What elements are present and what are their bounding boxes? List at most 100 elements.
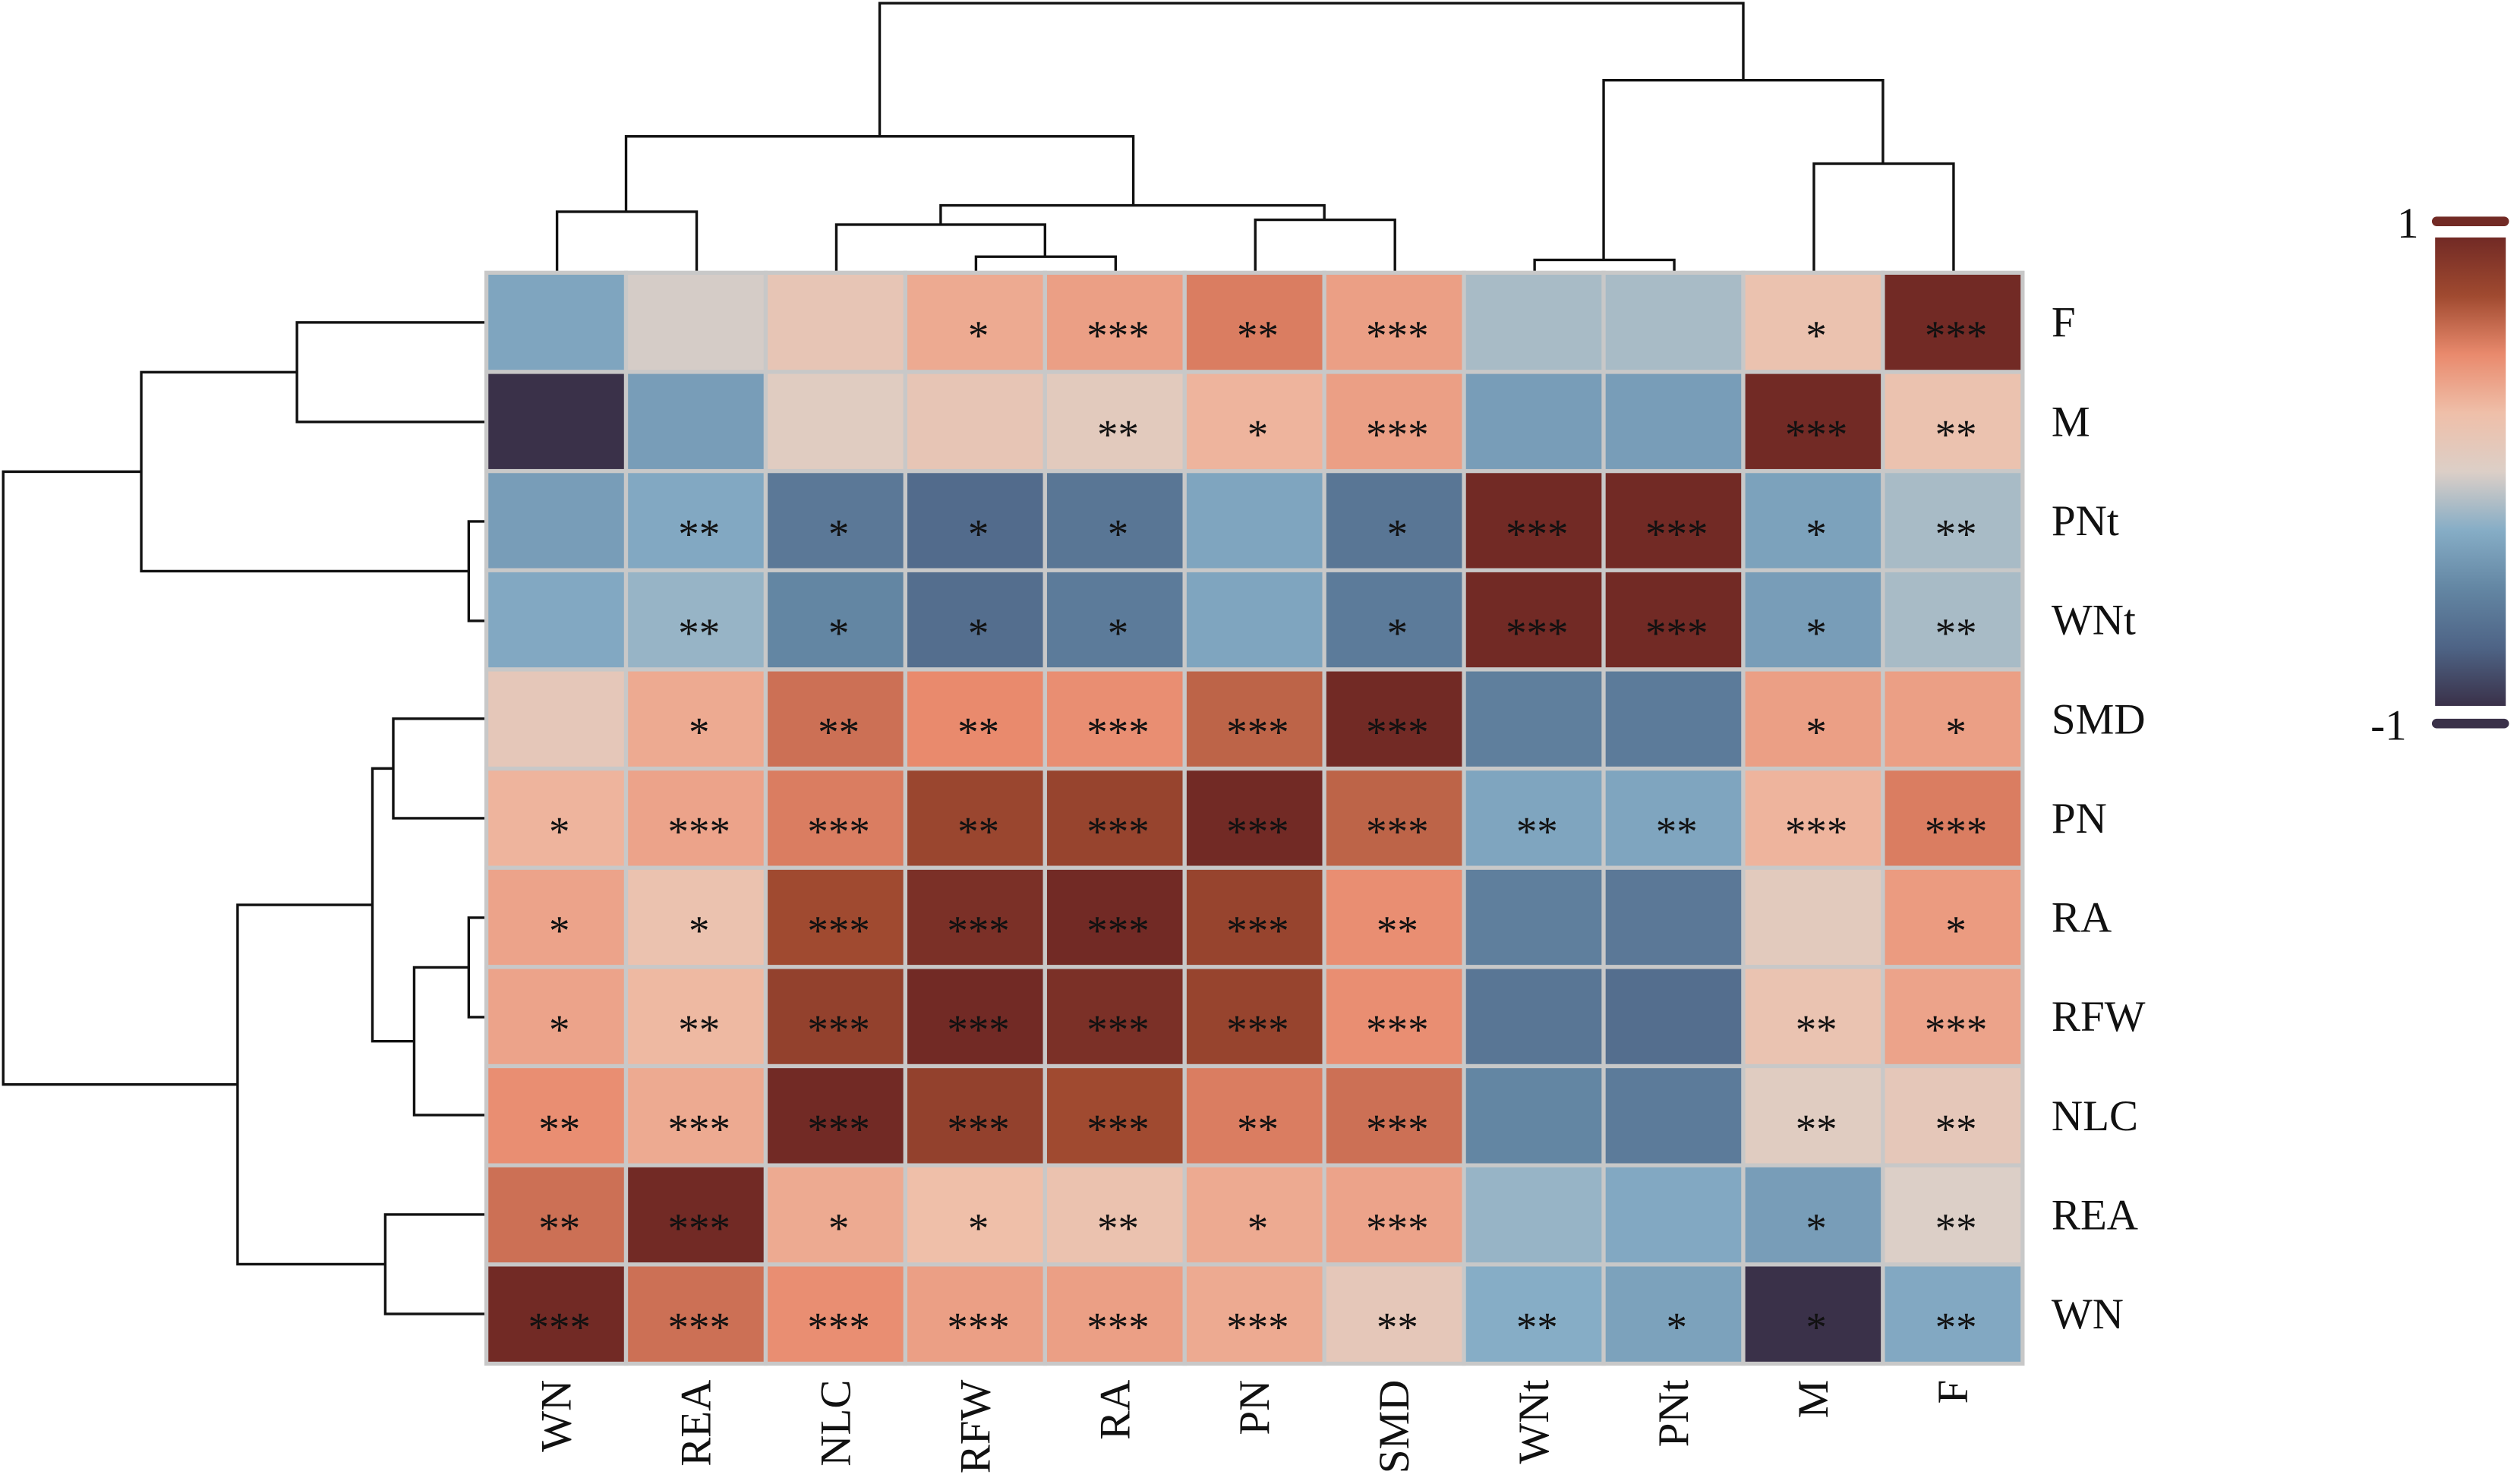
column-label: WN bbox=[533, 1380, 581, 1452]
heatmap-cell-PNt-RA bbox=[1042, 468, 1187, 572]
significance-label: *** bbox=[807, 1007, 869, 1053]
significance-label: * bbox=[1945, 907, 1966, 953]
dendrogram-branch bbox=[140, 370, 469, 573]
heatmap-cell-WN-M bbox=[1741, 1262, 1885, 1366]
significance-label: ** bbox=[1935, 1205, 1977, 1251]
dendrogram-branch bbox=[295, 321, 487, 424]
heatmap-cell-M-RA bbox=[1042, 370, 1187, 474]
heatmap-cell-F-PN bbox=[1182, 270, 1326, 374]
significance-label: *** bbox=[1087, 808, 1149, 855]
heatmap-cell-REA-PN bbox=[1182, 1163, 1326, 1267]
heatmap-cell-SMD-SMD bbox=[1322, 667, 1466, 771]
row-label: WN bbox=[2052, 1290, 2124, 1338]
dendrogram-branch bbox=[555, 210, 699, 273]
column-label: RA bbox=[1091, 1380, 1139, 1440]
significance-label: ** bbox=[678, 610, 720, 657]
significance-label: ** bbox=[818, 709, 860, 755]
heatmap-cell-WNt-NLC bbox=[763, 568, 908, 672]
significance-label: *** bbox=[1645, 511, 1708, 557]
significance-label: ** bbox=[1935, 411, 1977, 458]
heatmap-cell-M-PNt bbox=[1601, 370, 1746, 474]
heatmap-cell-WNt-REA bbox=[623, 568, 768, 672]
significance-label: ** bbox=[1516, 1304, 1558, 1350]
colorbar-gradient bbox=[2435, 237, 2506, 706]
heatmap-cell-SMD-PNt bbox=[1601, 667, 1746, 771]
row-label: PNt bbox=[2052, 497, 2119, 545]
significance-label: *** bbox=[1226, 907, 1288, 953]
heatmap-cell-RFW-RFW bbox=[903, 965, 1047, 1069]
significance-label: *** bbox=[1506, 511, 1568, 557]
heatmap-cell-PNt-F bbox=[1881, 468, 2025, 572]
heatmap-cell-WNt-PNt bbox=[1601, 568, 1746, 672]
significance-label: * bbox=[549, 907, 569, 953]
significance-label: ** bbox=[1935, 511, 1977, 557]
dendrogram-branch bbox=[939, 203, 1326, 225]
heatmap-cell-WN-RFW bbox=[903, 1262, 1047, 1366]
significance-label: * bbox=[1945, 709, 1966, 755]
significance-label: ** bbox=[1097, 411, 1139, 458]
significance-label: ** bbox=[1935, 1106, 1977, 1152]
dendrogram-branch bbox=[392, 717, 487, 820]
significance-label: * bbox=[1387, 511, 1408, 557]
row-label: SMD bbox=[2052, 695, 2146, 743]
significance-label: *** bbox=[1366, 1106, 1428, 1152]
significance-label: *** bbox=[1785, 411, 1847, 458]
significance-label: *** bbox=[668, 1304, 730, 1350]
significance-label: *** bbox=[947, 1007, 1009, 1053]
heatmap-cell-SMD-M bbox=[1741, 667, 1885, 771]
significance-label: *** bbox=[1087, 1106, 1149, 1152]
significance-label: ** bbox=[538, 1106, 580, 1152]
dendrogram-branch bbox=[467, 916, 487, 1019]
row-label: RFW bbox=[2052, 993, 2146, 1041]
significance-label: ** bbox=[538, 1205, 580, 1251]
heatmap-cell-WN-NLC bbox=[763, 1262, 908, 1366]
dendrogram-branch bbox=[1812, 162, 1955, 273]
significance-label: *** bbox=[1226, 709, 1288, 755]
significance-label: * bbox=[968, 511, 989, 557]
dendrogram-branch bbox=[878, 2, 1745, 137]
heatmap-cells: * *** ** *** * ***** * *** *** **** * * * * *** *** * ***… bbox=[484, 270, 2025, 1366]
significance-label: ** bbox=[1935, 610, 1977, 657]
heatmap-cell-F-REA bbox=[623, 270, 768, 374]
significance-label: * bbox=[549, 1007, 569, 1053]
significance-label: ** bbox=[1097, 1205, 1139, 1251]
dendrogram-branch bbox=[834, 223, 1047, 273]
significance-label: * bbox=[1806, 1304, 1826, 1350]
heatmap-cell-F-WN bbox=[484, 270, 629, 374]
heatmap-cell-WN-PNt bbox=[1601, 1262, 1746, 1366]
significance-label: *** bbox=[1087, 1304, 1149, 1350]
dendrogram-branch bbox=[1602, 78, 1885, 260]
heatmap-cell-PNt-RFW bbox=[903, 468, 1047, 572]
heatmap-cell-NLC-REA bbox=[623, 1063, 768, 1167]
significance-label: ** bbox=[1796, 1007, 1837, 1053]
significance-label: *** bbox=[1366, 808, 1428, 855]
colorbar-min-label: -1 bbox=[2370, 701, 2407, 749]
heatmap-cell-WNt-F bbox=[1881, 568, 2025, 672]
column-label: SMD bbox=[1370, 1380, 1418, 1474]
significance-label: *** bbox=[807, 907, 869, 953]
column-label: REA bbox=[673, 1380, 721, 1467]
significance-label: *** bbox=[528, 1304, 591, 1350]
heatmap-cell-SMD-F bbox=[1881, 667, 2025, 771]
significance-label: * bbox=[1806, 709, 1826, 755]
heatmap-cell-WNt-RFW bbox=[903, 568, 1047, 672]
significance-label: *** bbox=[807, 1106, 869, 1152]
dendrogram-branch bbox=[624, 134, 1135, 212]
heatmap-cell-SMD-WNt bbox=[1462, 667, 1606, 771]
heatmap-cell-PN-F bbox=[1881, 766, 2025, 870]
column-dendrogram bbox=[555, 2, 1955, 273]
significance-label: *** bbox=[1087, 907, 1149, 953]
significance-label: * bbox=[1806, 1205, 1826, 1251]
heatmap-cell-RA-F bbox=[1881, 865, 2025, 969]
dendrogram-branch bbox=[383, 1213, 487, 1315]
significance-label: *** bbox=[1645, 610, 1708, 657]
heatmap-cell-RFW-RA bbox=[1042, 965, 1187, 1069]
significance-label: * bbox=[1806, 313, 1826, 359]
heatmap-cell-PN-PNt bbox=[1601, 766, 1746, 870]
significance-label: * bbox=[1806, 511, 1826, 557]
significance-label: ** bbox=[1796, 1106, 1837, 1152]
heatmap-cell-REA-PNt bbox=[1601, 1163, 1746, 1267]
colorbar-legend: 1 -1 bbox=[2370, 200, 2509, 749]
heatmap-cell-WNt-WN bbox=[484, 568, 629, 672]
significance-label: * bbox=[828, 511, 849, 557]
